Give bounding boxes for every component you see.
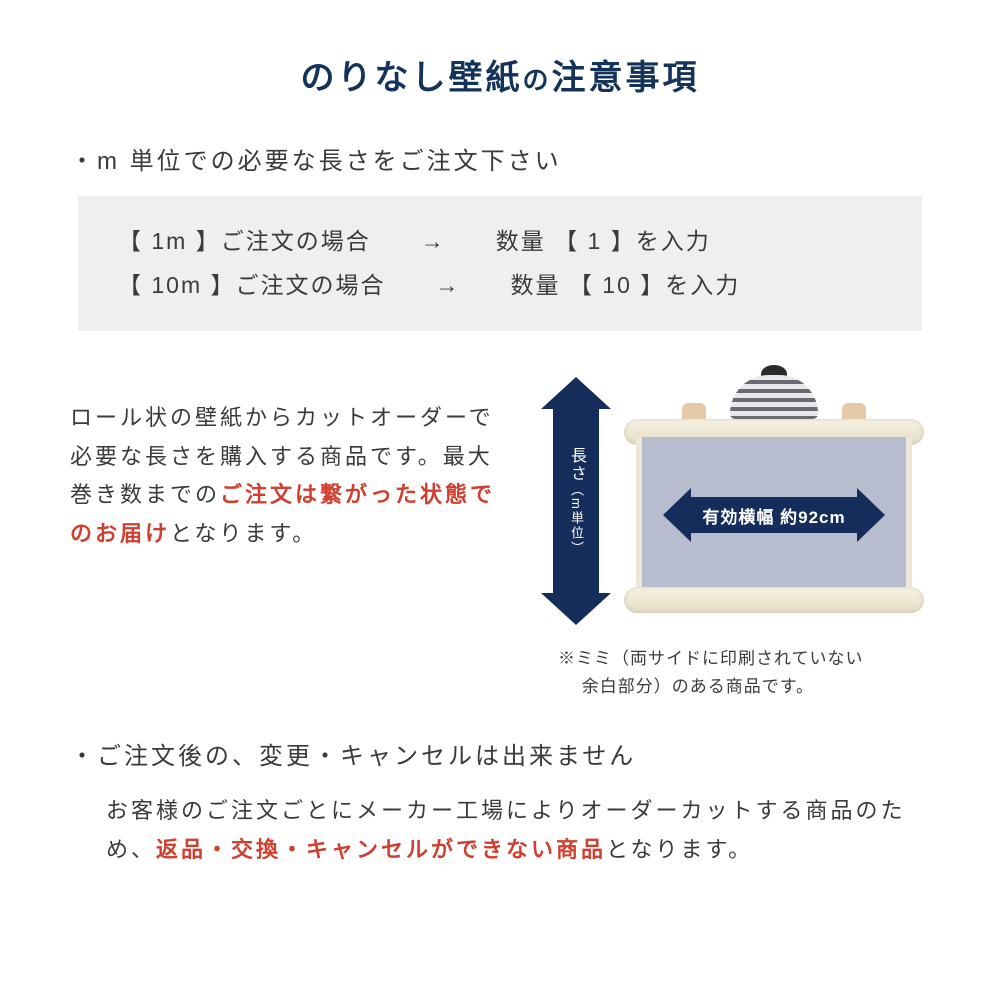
roll-desc-part3: となります。 xyxy=(170,521,317,546)
length-arrow: 長さ（m単位） xyxy=(553,406,599,596)
width-arrow-body: 有効横幅 約92cm xyxy=(691,497,857,533)
no-cancel-red: 返品・交換・キャンセルができない商品 xyxy=(156,837,606,862)
wallpaper-diagram: 長さ（m単位） 有効横幅 約92cm xyxy=(518,371,930,631)
bullet-no-cancel: ・ご注文後の、変更・キャンセルは出来ません xyxy=(70,736,930,771)
title-main: のりなし壁紙 xyxy=(300,59,522,97)
diagram-column: 長さ（m単位） 有効横幅 約92cm xyxy=(518,371,930,699)
title-sub: の xyxy=(522,65,551,95)
wallpaper-roll-bottom-icon xyxy=(624,587,924,613)
width-arrow-head-right-icon xyxy=(857,488,885,542)
example-row-10m: 【 10m 】ご注文の場合 → 数量 【 10 】を入力 xyxy=(118,264,882,308)
length-arrow-label: 長さ（m単位） xyxy=(564,447,588,556)
length-arrow-head-up-icon xyxy=(541,377,611,409)
person-holding-wallpaper: 有効横幅 約92cm xyxy=(618,371,930,621)
bullet-order-unit: ・m 単位での必要な長さをご注文下さい xyxy=(70,141,930,176)
mimi-note: ※ミミ（両サイドに印刷されていない 余白部分）のある商品です。 xyxy=(518,645,930,699)
order-example-box: 【 1m 】ご注文の場合 → 数量 【 1 】を入力 【 10m 】ご注文の場合… xyxy=(78,196,922,331)
mimi-note-line2: 余白部分）のある商品です。 xyxy=(558,677,814,696)
title-tail: 注意事項 xyxy=(552,59,700,97)
width-arrow-label: 有効横幅 約92cm xyxy=(702,503,845,528)
length-arrow-head-down-icon xyxy=(541,593,611,625)
wallpaper-sheet: 有効横幅 約92cm xyxy=(636,437,912,593)
page-title: のりなし壁紙の注意事項 xyxy=(70,50,930,99)
mid-section: ロール状の壁紙からカットオーダーで必要な長さを購入する商品です。最大巻き数までの… xyxy=(70,371,930,699)
no-cancel-body: お客様のご注文ごとにメーカー工場によりオーダーカットする商品のため、返品・交換・… xyxy=(70,791,930,870)
example-row-1m: 【 1m 】ご注文の場合 → 数量 【 1 】を入力 xyxy=(118,220,882,264)
no-cancel-part2: となります。 xyxy=(606,837,753,862)
width-arrow: 有効横幅 約92cm xyxy=(663,497,885,533)
roll-description: ロール状の壁紙からカットオーダーで必要な長さを購入する商品です。最大巻き数までの… xyxy=(70,371,500,553)
mimi-note-line1: ※ミミ（両サイドに印刷されていない xyxy=(558,649,864,668)
person-torso-icon xyxy=(730,375,818,419)
width-arrow-head-left-icon xyxy=(663,488,691,542)
